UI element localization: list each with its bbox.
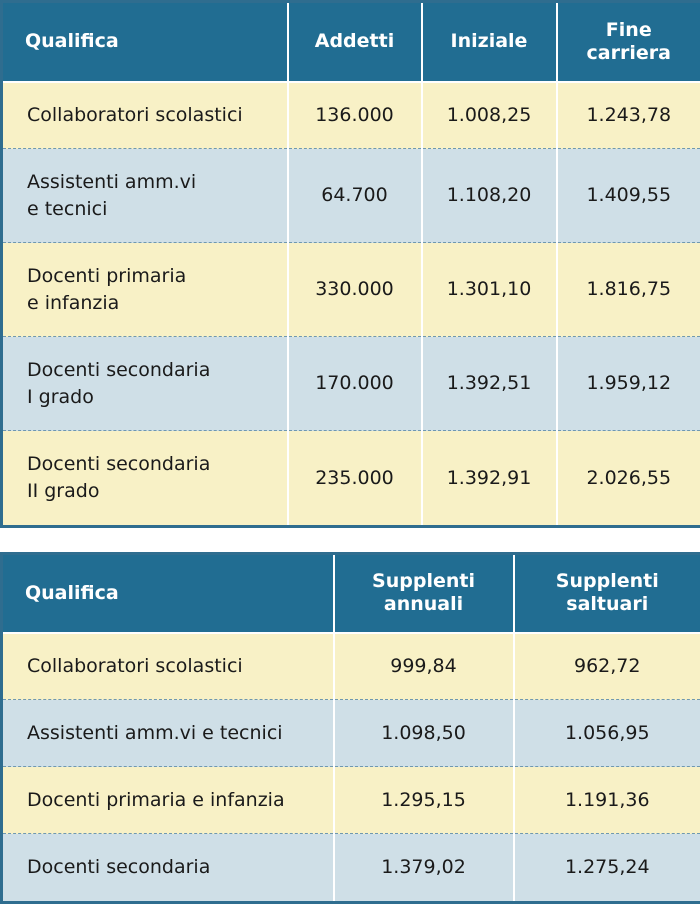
cell-supplenti-saltuari: 1.275,24 (514, 834, 700, 903)
header-supplenti-annuali: Supplenti annuali (334, 554, 514, 633)
table-row: Collaboratori scolastici 999,84 962,72 (2, 633, 700, 700)
cell-supplenti-annuali: 1.098,50 (334, 700, 514, 767)
table-row: Docenti primaria e infanzia 1.295,15 1.1… (2, 767, 700, 834)
row-label: Collaboratori scolastici (2, 82, 288, 149)
cell-iniziale: 1.301,10 (422, 243, 557, 337)
header-iniziale: Iniziale (422, 2, 557, 82)
cell-supplenti-annuali: 1.295,15 (334, 767, 514, 834)
row-label: Docenti secondaria II grado (2, 431, 288, 527)
cell-iniziale: 1.392,51 (422, 337, 557, 431)
supplenti-table: Qualifica Supplenti annuali Supplenti sa… (0, 552, 700, 904)
table-row: Docenti primaria e infanzia 330.000 1.30… (2, 243, 700, 337)
cell-addetti: 136.000 (288, 82, 422, 149)
header-qualifica: Qualifica (2, 2, 288, 82)
cell-addetti: 170.000 (288, 337, 422, 431)
row-label: Docenti primaria e infanzia (2, 243, 288, 337)
cell-addetti: 64.700 (288, 149, 422, 243)
cell-addetti: 330.000 (288, 243, 422, 337)
table-row: Assistenti amm.vi e tecnici 64.700 1.108… (2, 149, 700, 243)
row-label: Assistenti amm.vi e tecnici (2, 700, 334, 767)
cell-supplenti-saltuari: 1.056,95 (514, 700, 700, 767)
table-row: Docenti secondaria II grado 235.000 1.39… (2, 431, 700, 527)
header-row: Qualifica Addetti Iniziale Fine carriera (2, 2, 700, 82)
cell-supplenti-saltuari: 1.191,36 (514, 767, 700, 834)
cell-supplenti-saltuari: 962,72 (514, 633, 700, 700)
cell-supplenti-annuali: 1.379,02 (334, 834, 514, 903)
cell-fine-carriera: 1.816,75 (557, 243, 700, 337)
table-row: Docenti secondaria 1.379,02 1.275,24 (2, 834, 700, 903)
cell-fine-carriera: 1.959,12 (557, 337, 700, 431)
cell-fine-carriera: 1.243,78 (557, 82, 700, 149)
cell-supplenti-annuali: 999,84 (334, 633, 514, 700)
header-row: Qualifica Supplenti annuali Supplenti sa… (2, 554, 700, 633)
table-row: Assistenti amm.vi e tecnici 1.098,50 1.0… (2, 700, 700, 767)
header-supplenti-saltuari: Supplenti saltuari (514, 554, 700, 633)
header-addetti: Addetti (288, 2, 422, 82)
row-label: Docenti primaria e infanzia (2, 767, 334, 834)
table-row: Docenti secondaria I grado 170.000 1.392… (2, 337, 700, 431)
row-label: Docenti secondaria (2, 834, 334, 903)
cell-iniziale: 1.392,91 (422, 431, 557, 527)
header-fine-carriera: Fine carriera (557, 2, 700, 82)
table-row: Collaboratori scolastici 136.000 1.008,2… (2, 82, 700, 149)
cell-iniziale: 1.008,25 (422, 82, 557, 149)
cell-iniziale: 1.108,20 (422, 149, 557, 243)
cell-fine-carriera: 1.409,55 (557, 149, 700, 243)
cell-addetti: 235.000 (288, 431, 422, 527)
row-label: Docenti secondaria I grado (2, 337, 288, 431)
cell-fine-carriera: 2.026,55 (557, 431, 700, 527)
row-label: Assistenti amm.vi e tecnici (2, 149, 288, 243)
salary-table: Qualifica Addetti Iniziale Fine carriera… (0, 0, 700, 528)
header-qualifica: Qualifica (2, 554, 334, 633)
row-label: Collaboratori scolastici (2, 633, 334, 700)
